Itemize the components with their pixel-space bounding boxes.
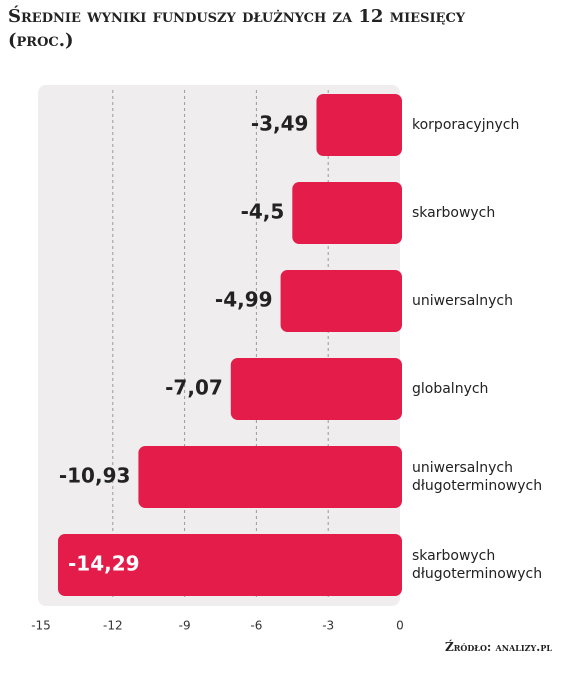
chart-subtitle: (proc.) bbox=[8, 30, 74, 51]
bar bbox=[57, 534, 402, 596]
category-label: skarbowych długoterminowych bbox=[412, 548, 543, 582]
bar bbox=[230, 358, 402, 420]
category-label: skarbowych bbox=[412, 205, 496, 221]
x-tick-label: 0 bbox=[396, 619, 404, 633]
bar bbox=[292, 182, 402, 244]
x-tick-label: -3 bbox=[322, 619, 334, 633]
bar bbox=[316, 94, 402, 156]
value-label: -3,49 bbox=[251, 112, 309, 136]
bar bbox=[280, 270, 402, 332]
category-label: uniwersalnych długoterminowych bbox=[412, 460, 543, 494]
value-label: -14,29 bbox=[68, 552, 140, 576]
value-label: -7,07 bbox=[165, 376, 223, 400]
category-label: globalnych bbox=[412, 381, 489, 397]
x-tick-label: -6 bbox=[250, 619, 262, 633]
plot-background bbox=[38, 85, 400, 606]
source: Źródło: analizy.pl bbox=[444, 640, 552, 654]
value-label: -4,5 bbox=[241, 200, 285, 224]
value-label: -10,93 bbox=[59, 464, 131, 488]
x-tick-label: -12 bbox=[103, 619, 123, 633]
chart-title: Średnie wyniki funduszy dłużnych za 12 m… bbox=[8, 6, 466, 27]
value-label: -4,99 bbox=[215, 288, 273, 312]
category-label: korporacyjnych bbox=[412, 117, 520, 133]
bar bbox=[138, 446, 402, 508]
category-label: uniwersalnych bbox=[412, 293, 513, 309]
x-tick-label: -15 bbox=[31, 619, 51, 633]
x-tick-label: -9 bbox=[179, 619, 191, 633]
